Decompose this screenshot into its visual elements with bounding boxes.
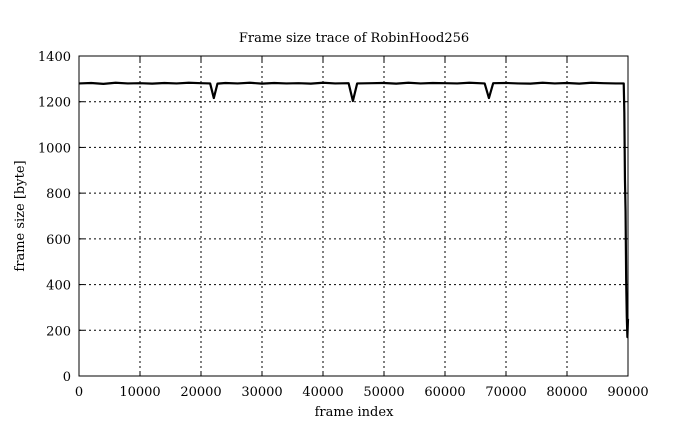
y-tick-label: 800	[46, 187, 71, 202]
x-tick-label: 40000	[302, 385, 343, 400]
x-tick-label: 70000	[485, 385, 526, 400]
y-tick-label: 0	[63, 370, 71, 385]
x-tick-label: 60000	[424, 385, 465, 400]
x-tick-label: 30000	[241, 385, 282, 400]
x-tick-label: 90000	[607, 385, 648, 400]
y-tick-label: 600	[46, 233, 71, 248]
series-line	[78, 81, 630, 339]
y-tick-label: 400	[46, 279, 71, 294]
x-tick-label: 10000	[119, 385, 160, 400]
x-tick-label: 20000	[180, 385, 221, 400]
x-tick-label: 50000	[363, 385, 404, 400]
x-axis-label: frame index	[315, 405, 394, 420]
x-tick-label: 0	[75, 385, 83, 400]
y-tick-label: 1400	[38, 50, 71, 65]
chart-title: Frame size trace of RobinHood256	[239, 31, 469, 46]
y-axis-label: frame size [byte]	[13, 160, 28, 271]
y-tick-label: 1000	[38, 141, 71, 156]
y-tick-label: 200	[46, 324, 71, 339]
x-tick-label: 80000	[546, 385, 587, 400]
y-tick-label: 1200	[38, 96, 71, 111]
plot-frame	[78, 55, 629, 377]
